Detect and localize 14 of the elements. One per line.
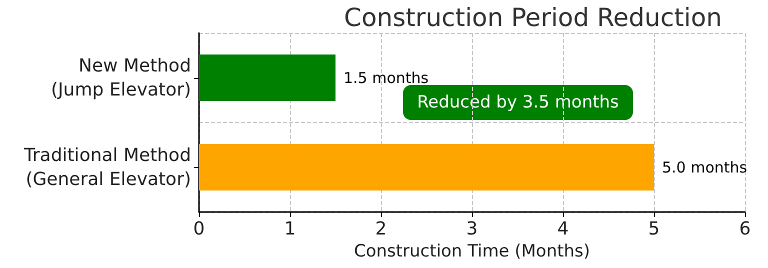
x-tick-label: 1: [284, 218, 296, 240]
y-tick-label: Traditional Method (General Elevator): [23, 144, 191, 190]
annotation: Reduced by 3.5 months: [417, 92, 620, 112]
x-tick-label: 0: [193, 218, 205, 240]
x-tick-label: 4: [557, 218, 569, 240]
x-tick-label: 6: [739, 218, 751, 240]
chart-title: Construction Period Reduction: [344, 3, 722, 32]
y-tick-label: New Method (Jump Elevator): [50, 55, 191, 100]
data-label: 5.0 months: [662, 158, 748, 176]
x-tick-label: 3: [466, 218, 478, 240]
x-axis-title: Construction Time (Months): [354, 241, 590, 262]
data-label: 1.5 months: [344, 68, 429, 87]
x-tick-label: 5: [648, 218, 660, 240]
x-tick-label: 2: [375, 218, 387, 240]
